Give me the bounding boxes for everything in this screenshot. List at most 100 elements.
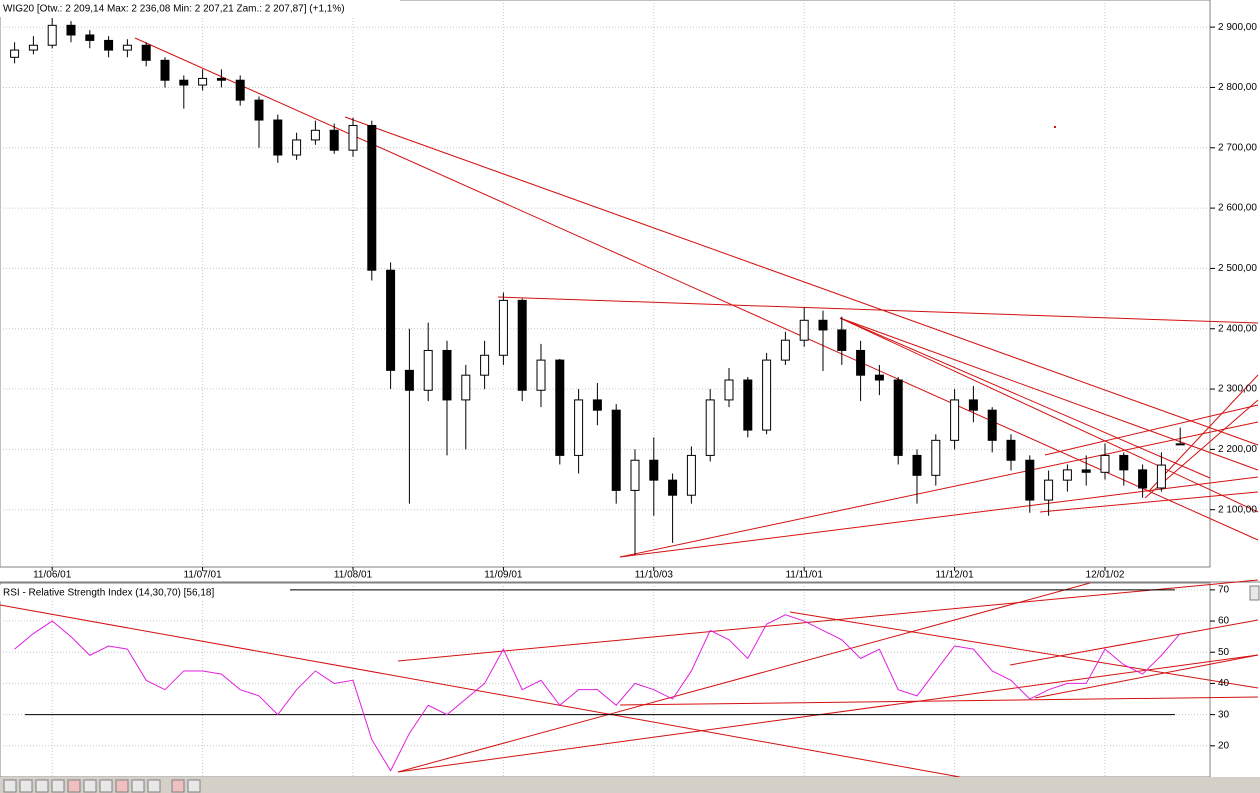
candle-body — [141, 44, 151, 61]
x-tick-label: 11/08/01 — [334, 570, 373, 581]
price-panel — [0, 0, 1211, 568]
candle-body — [668, 479, 678, 496]
y-tick-label: 2 300,00 — [1218, 384, 1257, 395]
candle-body — [1119, 454, 1129, 471]
x-tick-label: 11/06/01 — [33, 570, 72, 581]
candle-body — [85, 34, 95, 41]
y-tick-label: 2 600,00 — [1218, 203, 1257, 214]
candle-body — [198, 77, 208, 86]
candle-body — [780, 339, 790, 361]
x-tick-label: 11/11/01 — [785, 570, 823, 581]
x-tick-label: 11/09/01 — [484, 570, 523, 581]
candle-body — [799, 319, 809, 341]
title-backdrop — [0, 585, 290, 601]
toolbar-button[interactable] — [99, 779, 113, 793]
toolbar-button[interactable] — [67, 779, 81, 793]
y-tick-label: 50 — [1218, 647, 1230, 658]
trend-line — [619, 421, 1259, 558]
candle-body — [649, 459, 659, 481]
candle-body — [1062, 469, 1072, 481]
toolbar-button[interactable] — [187, 779, 201, 793]
candle-body — [1006, 439, 1016, 461]
candle-body — [686, 454, 696, 496]
toolbar-button[interactable] — [35, 779, 49, 793]
candle-body — [480, 354, 490, 376]
candle-body — [122, 44, 132, 51]
x-tick-label: 12/01/02 — [1086, 570, 1125, 581]
candle-body — [254, 99, 264, 121]
candle-body — [1156, 464, 1166, 489]
trend-line — [619, 696, 1259, 706]
candle-body — [292, 139, 302, 156]
trend-line — [839, 317, 1211, 479]
title-backdrop — [0, 0, 400, 17]
y-tick-label: 2 700,00 — [1218, 142, 1257, 153]
toolbar-button[interactable] — [19, 779, 33, 793]
y-tick-label: 70 — [1218, 585, 1230, 596]
candle-body — [66, 24, 76, 36]
candle-body — [235, 79, 245, 101]
candle-body — [874, 374, 884, 381]
candle-body — [968, 399, 978, 411]
trend-line — [1009, 619, 1259, 666]
trend-line — [1149, 374, 1259, 491]
y-tick-label: 2 100,00 — [1218, 504, 1257, 515]
toolbar-button[interactable] — [115, 779, 129, 793]
candle-body — [179, 79, 189, 86]
trend-line — [839, 317, 1259, 471]
candle-body — [893, 379, 903, 456]
y-tick-label: 2 800,00 — [1218, 82, 1257, 93]
trend-line — [134, 37, 1259, 541]
rsi-title: RSI - Relative Strength Index (14,30,70)… — [3, 588, 214, 599]
candle-body — [592, 399, 602, 411]
toolbar-button[interactable] — [171, 779, 185, 793]
candle-body — [47, 24, 57, 46]
candle-body — [310, 129, 320, 141]
toolbar-button[interactable] — [83, 779, 97, 793]
trend-line — [397, 582, 1091, 773]
candle-body — [10, 49, 20, 58]
marker-dot — [1054, 126, 1056, 128]
trend-line — [0, 604, 961, 778]
toolbar-button[interactable] — [51, 779, 65, 793]
candle-body — [273, 119, 283, 156]
candle-body — [724, 379, 734, 401]
candle-body — [386, 269, 396, 371]
toolbar-button[interactable] — [147, 779, 161, 793]
y-tick-label: 20 — [1218, 740, 1230, 751]
candle-body — [1081, 469, 1091, 473]
y-tick-label: 30 — [1218, 709, 1230, 720]
candle-body — [1138, 469, 1148, 489]
rsi-line — [14, 614, 1181, 772]
trend-line — [619, 476, 1259, 558]
trend-line — [497, 296, 1259, 324]
candle-body — [630, 459, 640, 491]
trend-line — [839, 317, 1259, 513]
candle-body — [216, 77, 226, 81]
candle-body — [987, 409, 997, 441]
candle-body — [574, 399, 584, 456]
candle-body — [837, 329, 847, 351]
scroll-button[interactable] — [1249, 585, 1260, 601]
trend-lines — [0, 37, 1259, 778]
y-tick-label: 2 900,00 — [1218, 22, 1257, 33]
candle-body — [555, 359, 565, 456]
candle-body — [1044, 479, 1054, 501]
candle-body — [160, 59, 170, 81]
trend-line — [1039, 491, 1259, 513]
y-tick-label: 2 500,00 — [1218, 263, 1257, 274]
candle-body — [517, 299, 527, 391]
toolbar-button[interactable] — [3, 779, 17, 793]
candle-body — [762, 359, 772, 431]
candle-body — [856, 349, 866, 376]
candle-body — [950, 399, 960, 441]
background — [0, 0, 1260, 777]
x-tick-label: 11/07/01 — [184, 570, 223, 581]
y-tick-label: 2 400,00 — [1218, 323, 1257, 334]
y-tick-label: 60 — [1218, 616, 1230, 627]
candle-body — [28, 44, 38, 51]
toolbar-button[interactable] — [131, 779, 145, 793]
candle-body — [498, 299, 508, 356]
toolbar-bar — [0, 777, 1260, 793]
